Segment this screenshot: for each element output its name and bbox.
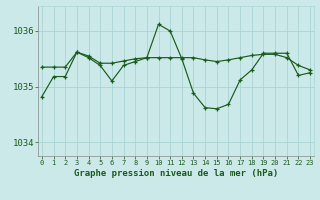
X-axis label: Graphe pression niveau de la mer (hPa): Graphe pression niveau de la mer (hPa) — [74, 169, 278, 178]
